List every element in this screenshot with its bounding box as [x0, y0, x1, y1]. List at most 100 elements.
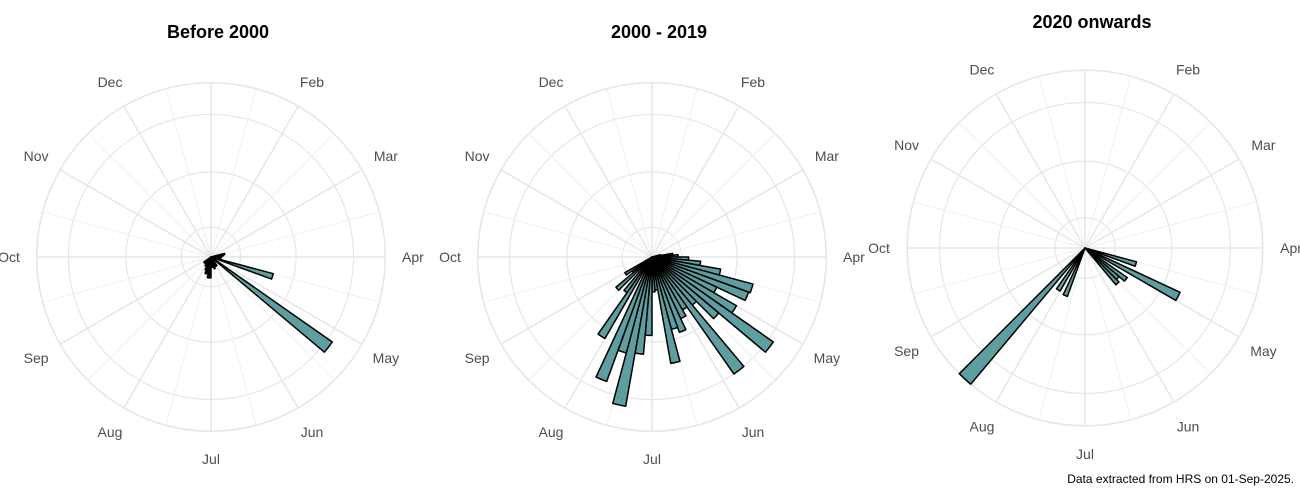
data-source-caption: Data extracted from HRS on 01-Sep-2025. [1067, 472, 1294, 486]
month-label-sep: Sep [465, 350, 490, 366]
bar [624, 256, 653, 276]
month-label-apr: Apr [843, 249, 865, 265]
month-label-apr: Apr [1280, 240, 1300, 256]
grid-spoke [210, 256, 363, 345]
bar [651, 256, 681, 365]
bar [651, 256, 720, 320]
panel-title: 2020 onwards [1032, 12, 1151, 32]
grid-spoke [1084, 247, 1175, 403]
grid-spoke [210, 105, 299, 258]
grid-spoke [123, 105, 212, 258]
polar-panel-2: 2000 - 2019 Feb Mar Apr May Jun Jul Aug Sep Oct No… [439, 22, 865, 467]
grid-spoke-minor [87, 256, 212, 381]
bar [210, 256, 275, 280]
panel-title: Before 2000 [167, 22, 269, 42]
grid-spoke [210, 169, 363, 258]
month-label-mar: Mar [374, 148, 398, 164]
month-label-feb: Feb [741, 74, 765, 90]
bar [1055, 247, 1086, 292]
bar [203, 256, 212, 264]
grid-spoke-minor [42, 256, 212, 303]
bar [623, 256, 653, 294]
grid-spoke-minor [651, 133, 776, 258]
month-label-dec: Dec [970, 62, 995, 78]
grid-spoke-minor [210, 256, 257, 426]
grid-spoke-minor [606, 88, 653, 258]
grid-spoke [59, 169, 212, 258]
grid-spoke [1084, 158, 1240, 249]
month-label-nov: Nov [894, 137, 919, 153]
grid-spoke-minor [1038, 76, 1086, 249]
grid-spoke-minor [483, 211, 653, 258]
bar [1084, 247, 1138, 267]
month-label-nov: Nov [24, 148, 49, 164]
grid-spoke [651, 105, 740, 258]
grid-spoke-minor [210, 88, 257, 258]
month-label-mar: Mar [815, 148, 839, 164]
grid-spoke [930, 247, 1086, 338]
month-label-may: May [373, 350, 399, 366]
month-label-aug: Aug [98, 424, 123, 440]
grid-spoke-minor [210, 211, 380, 258]
grid-spoke-minor [651, 88, 698, 258]
grid-spoke [995, 93, 1086, 249]
month-label-oct: Oct [439, 249, 461, 265]
month-label-feb: Feb [1176, 62, 1200, 78]
grid-spoke-minor [165, 88, 212, 258]
grid-spoke-minor [958, 121, 1086, 249]
grid-spoke-minor [651, 211, 821, 258]
bar [1084, 247, 1120, 286]
grid-spoke-minor [165, 256, 212, 426]
grid-spoke [500, 169, 653, 258]
month-label-oct: Oct [868, 240, 890, 256]
grid-spoke-minor [87, 133, 212, 258]
grid-spoke [59, 256, 212, 345]
bar [651, 256, 687, 334]
grid-spoke-minor [1038, 247, 1086, 420]
grid-spoke [930, 158, 1086, 249]
bar [1084, 247, 1181, 302]
month-label-feb: Feb [300, 74, 324, 90]
month-label-sep: Sep [24, 350, 49, 366]
grid-spoke [651, 169, 804, 258]
grid-spoke [210, 256, 299, 409]
grid-spoke-minor [913, 201, 1086, 249]
month-label-jun: Jun [301, 424, 324, 440]
bar [651, 256, 775, 353]
grid-spoke-minor [1084, 76, 1132, 249]
month-label-aug: Aug [539, 424, 564, 440]
grid-spoke [123, 256, 212, 409]
bar [1062, 247, 1086, 298]
month-label-oct: Oct [0, 249, 20, 265]
grid-spoke-minor [913, 247, 1086, 295]
bar [651, 256, 745, 375]
month-label-may: May [1250, 343, 1276, 359]
grid-spoke [564, 105, 653, 258]
grid-spoke-minor [210, 256, 335, 381]
month-label-dec: Dec [539, 74, 564, 90]
grid-spoke-minor [210, 133, 335, 258]
bar [210, 256, 334, 353]
grid-spoke-minor [483, 256, 653, 303]
polar-panel-3: 2020 onwards Feb Mar Apr May Jun Jul Aug Sep Oct N… [868, 12, 1300, 462]
month-label-sep: Sep [894, 343, 919, 359]
month-label-aug: Aug [970, 418, 995, 434]
month-label-apr: Apr [402, 249, 424, 265]
polar-panel-1: Before 2000 Feb Mar Apr May Jun Jul Aug Sep Oct No… [0, 22, 424, 467]
month-label-jun: Jun [1177, 418, 1200, 434]
month-label-jul: Jul [643, 451, 661, 467]
grid-spoke-minor [1084, 121, 1212, 249]
bar [595, 256, 653, 383]
month-label-dec: Dec [98, 74, 123, 90]
month-label-mar: Mar [1251, 137, 1275, 153]
month-label-jun: Jun [742, 424, 765, 440]
month-label-nov: Nov [465, 148, 490, 164]
month-label-jul: Jul [1076, 446, 1094, 462]
month-label-jul: Jul [202, 451, 220, 467]
grid-spoke-minor [528, 133, 653, 258]
panel-title: 2000 - 2019 [611, 22, 707, 42]
grid-spoke-minor [42, 211, 212, 258]
grid-spoke-minor [1084, 201, 1257, 249]
grid-spoke-minor [1084, 247, 1132, 420]
